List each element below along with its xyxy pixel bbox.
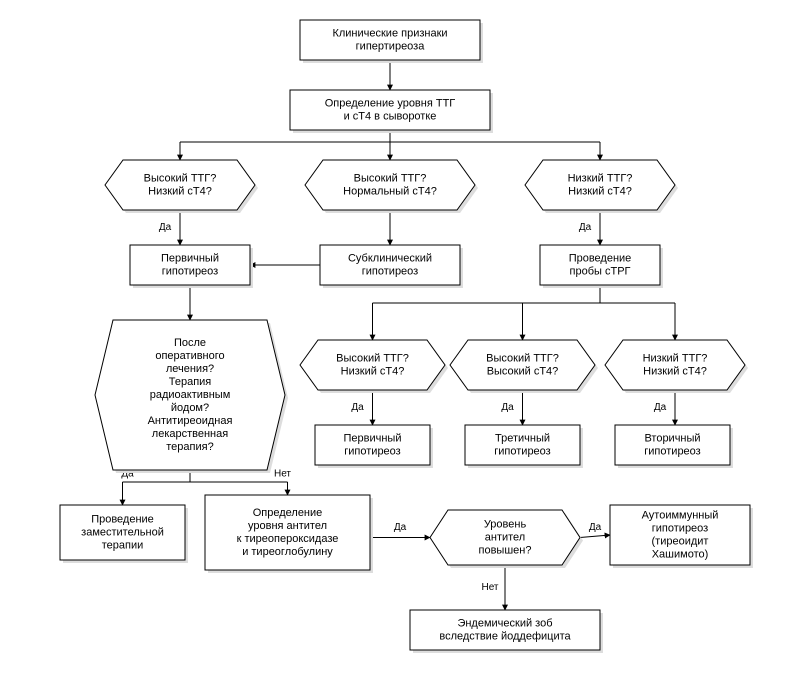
node-label: лечения? — [166, 363, 214, 375]
node-label: Нормальный сТ4? — [343, 185, 437, 197]
node-label: лекарственная — [152, 428, 228, 440]
node-label: вследствие йоддефицита — [439, 630, 571, 642]
node-label: Эндемический зоб — [457, 617, 552, 629]
node-label: Терапия — [169, 376, 212, 388]
node-label: Высокий ТТГ? — [354, 172, 427, 184]
edge-label: Да — [589, 522, 602, 533]
node-label: заместительной — [81, 526, 164, 538]
node-label: Первичный — [161, 252, 219, 264]
node-label: Низкий сТ4? — [148, 185, 212, 197]
node-label: Низкий ТТГ? — [568, 172, 633, 184]
node-label: терапия? — [166, 441, 213, 453]
node-label: йодом? — [171, 402, 209, 414]
node-label: гипотиреоз — [162, 265, 218, 277]
node-label: Высокий сТ4? — [487, 365, 559, 377]
node-label: Высокий ТТГ? — [486, 352, 559, 364]
node-label: Определение — [253, 507, 323, 519]
node-label: Клинические признаки — [332, 27, 447, 39]
node-label: (тиреоидит — [652, 535, 709, 547]
node-label: Первичный — [344, 432, 402, 444]
node-label: повышен? — [479, 544, 532, 556]
node-label: Антитиреоидная — [148, 415, 233, 427]
node-label: Субклинический — [348, 252, 432, 264]
node-label: и тиреоглобулину — [242, 546, 333, 558]
node-label: гипотиреоз — [644, 445, 700, 457]
edge-label: Да — [351, 402, 364, 413]
node-label: Низкий ТТГ? — [643, 352, 708, 364]
node-label: оперативного — [155, 350, 224, 362]
edge-label: Да — [654, 402, 667, 413]
node-label: гипотиреоз — [652, 522, 708, 534]
node-label: гипертиреоза — [356, 40, 426, 52]
flowchart-canvas: ДаДаДаДаДаДаНетДаДаНет Клинические призн… — [0, 0, 800, 700]
node-label: Проведение — [91, 513, 154, 525]
edge-label: Нет — [481, 582, 498, 593]
node-label: Хашимото) — [652, 548, 709, 560]
node-label: Аутоиммунный — [642, 509, 719, 521]
node-label: Проведение — [569, 252, 632, 264]
edge-label: Да — [579, 222, 592, 233]
edge-label: Да — [394, 522, 407, 533]
node-label: гипотиреоз — [494, 445, 550, 457]
edge-label: Да — [159, 222, 172, 233]
node-label: радиоактивным — [150, 389, 231, 401]
node-label: Низкий сТ4? — [643, 365, 707, 377]
node-label: гипотиреоз — [362, 265, 418, 277]
edge-label: Да — [501, 402, 514, 413]
node-label: Высокий ТТГ? — [144, 172, 217, 184]
node-label: Определение уровня ТТГ — [325, 97, 456, 109]
node-label: гипотиреоз — [344, 445, 400, 457]
node-label: к тиреопероксидазе — [237, 533, 339, 545]
node-label: Низкий сТ4? — [568, 185, 632, 197]
node-label: антител — [485, 531, 525, 543]
node-label: пробы сТРГ — [570, 265, 631, 277]
edge-label: Нет — [274, 469, 291, 480]
node-label: Низкий сТ4? — [341, 365, 405, 377]
node-label: Вторичный — [644, 432, 700, 444]
node-label: Третичный — [495, 432, 550, 444]
node-label: уровня антител — [248, 520, 327, 532]
node-label: Высокий ТТГ? — [336, 352, 409, 364]
node-label: терапии — [102, 539, 144, 551]
edge — [580, 535, 610, 538]
node-label: Уровень — [484, 518, 527, 530]
node-label: и сТ4 в сыворотке — [344, 110, 437, 122]
node-label: После — [174, 337, 206, 349]
